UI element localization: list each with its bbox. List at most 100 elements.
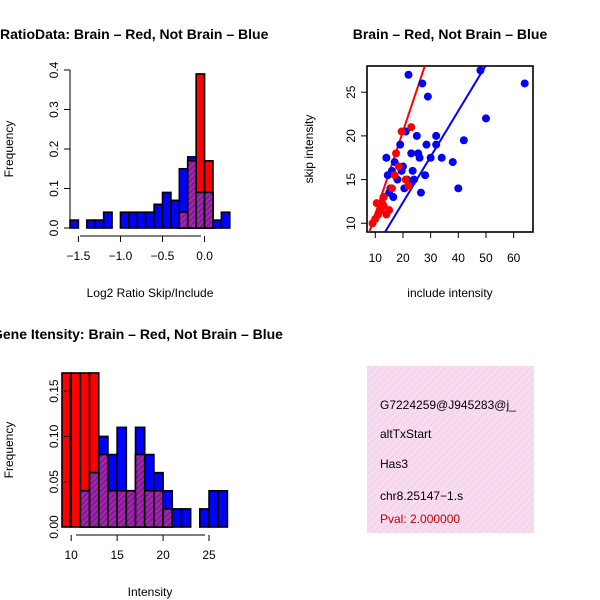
genomic-location: chr8.25147−1.s — [380, 489, 463, 503]
point-not-brain — [481, 114, 490, 123]
x-tick-label: 30 — [424, 251, 438, 265]
point-not-brain — [404, 70, 413, 79]
bar-not-brain — [161, 191, 172, 229]
bar-not-brain — [170, 199, 181, 229]
point-not-brain — [396, 140, 405, 149]
point-not-brain — [423, 92, 432, 101]
x-tick-label: −0.5 — [151, 249, 175, 263]
ratio-hist-y-ticks: 0.0 0.1 0.2 0.3 0.4 — [47, 61, 70, 236]
info-background — [367, 366, 534, 533]
intensity-hist-xlabel: Intensity — [128, 585, 173, 599]
event-id: G7224259@J945283@j_ — [380, 398, 516, 412]
bar-not-brain — [128, 211, 139, 229]
scatter-frame — [366, 65, 534, 233]
bar-not-brain — [144, 211, 155, 229]
scatter-points — [368, 66, 529, 228]
intensity-hist-y-ticks: 0.00 0.05 0.10 0.15 — [47, 379, 70, 539]
y-tick-label: 0.2 — [47, 140, 61, 157]
bar-overlap — [107, 489, 118, 528]
ratio-hist-title: RatioData: Brain – Red, Not Brain – Blue — [0, 26, 269, 42]
x-tick-label: −1.5 — [67, 249, 91, 263]
scatter-title: Brain – Red, Not Brain – Blue — [353, 26, 548, 42]
y-tick-label: 0.3 — [47, 101, 61, 118]
point-not-brain — [432, 140, 441, 149]
point-not-brain — [389, 193, 398, 202]
point-brain — [372, 199, 381, 208]
bar-not-brain — [69, 219, 80, 229]
point-not-brain — [412, 131, 421, 140]
bar-not-brain — [208, 489, 220, 528]
bar-overlap — [79, 489, 91, 528]
bar-not-brain — [102, 211, 113, 229]
y-tick-label: 0.10 — [47, 424, 61, 448]
bar-not-brain — [212, 219, 223, 229]
point-not-brain — [437, 153, 446, 162]
y-tick-label: 25 — [344, 85, 358, 99]
point-brain — [379, 193, 388, 202]
y-tick-label: 0.4 — [47, 61, 61, 78]
point-not-brain — [421, 171, 430, 180]
point-not-brain — [418, 79, 427, 88]
fit-line-blue — [383, 66, 487, 232]
point-not-brain — [416, 188, 425, 197]
x-tick-label: 0.0 — [196, 249, 213, 263]
point-not-brain — [407, 149, 416, 158]
ratio-hist-ylabel: Frequency — [2, 121, 16, 178]
bar-not-brain — [136, 211, 147, 229]
point-not-brain — [448, 158, 457, 167]
ratio-histogram-panel: RatioData: Brain – Red, Not Brain – Blue… — [0, 26, 269, 300]
x-tick-label: 10 — [65, 548, 79, 562]
point-not-brain — [415, 153, 424, 162]
point-brain — [407, 123, 416, 132]
ratio-hist-x-ticks: −1.5 −1.0 −0.5 0.0 — [67, 236, 213, 263]
x-tick-label: 25 — [202, 548, 216, 562]
y-tick-label: 20 — [344, 129, 358, 143]
bar-overlap — [186, 160, 197, 229]
ratio-hist-bars — [69, 73, 231, 229]
y-tick-label: 15 — [344, 173, 358, 187]
point-not-brain — [520, 79, 529, 88]
x-tick-label: 40 — [452, 251, 466, 265]
x-tick-label: 50 — [479, 251, 493, 265]
scatter-y-ticks: 10 15 20 25 — [344, 85, 367, 230]
bar-overlap — [116, 489, 128, 528]
bar-not-brain — [199, 508, 210, 528]
bar-overlap — [97, 453, 109, 528]
point-not-brain — [382, 153, 391, 162]
y-tick-label: 0.05 — [47, 470, 61, 494]
point-brain — [379, 201, 388, 210]
intensity-hist-bars — [61, 372, 229, 528]
intensity-hist-ylabel: Frequency — [2, 422, 16, 479]
x-tick-label: 20 — [156, 548, 170, 562]
scatter-x-ticks: 10 20 30 40 50 60 — [369, 232, 521, 265]
point-not-brain — [432, 131, 441, 140]
intensity-histogram-panel: Gene Itensity: Brain – Red, Not Brain – … — [0, 326, 283, 599]
bar-not-brain — [94, 219, 105, 229]
gene-name: Has3 — [380, 457, 408, 471]
point-brain — [401, 175, 410, 184]
y-tick-label: 10 — [344, 216, 358, 230]
event-info-panel: G7224259@J945283@j_ altTxStart Has3 chr8… — [367, 366, 534, 533]
point-not-brain — [426, 153, 435, 162]
y-tick-label: 0.0 — [47, 219, 61, 236]
bar-overlap — [143, 489, 155, 528]
bar-overlap — [88, 471, 100, 528]
point-brain — [404, 181, 413, 190]
scatter-ylabel: skip intensity — [302, 115, 316, 184]
point-brain — [397, 127, 406, 136]
point-not-brain — [476, 66, 485, 75]
point-brain — [390, 171, 399, 180]
bar-not-brain — [153, 203, 164, 229]
bar-not-brain — [217, 489, 229, 528]
bar-not-brain — [180, 508, 192, 528]
point-not-brain — [410, 175, 419, 184]
point-brain — [394, 162, 403, 171]
point-not-brain — [459, 136, 468, 145]
point-not-brain — [408, 166, 417, 175]
bar-not-brain — [171, 508, 183, 528]
bar-not-brain — [86, 219, 97, 229]
p-value: Pval: 2.000000 — [380, 512, 460, 526]
intensity-scatter-panel: Brain – Red, Not Brain – Blue 10 20 30 40 50… — [302, 26, 548, 300]
